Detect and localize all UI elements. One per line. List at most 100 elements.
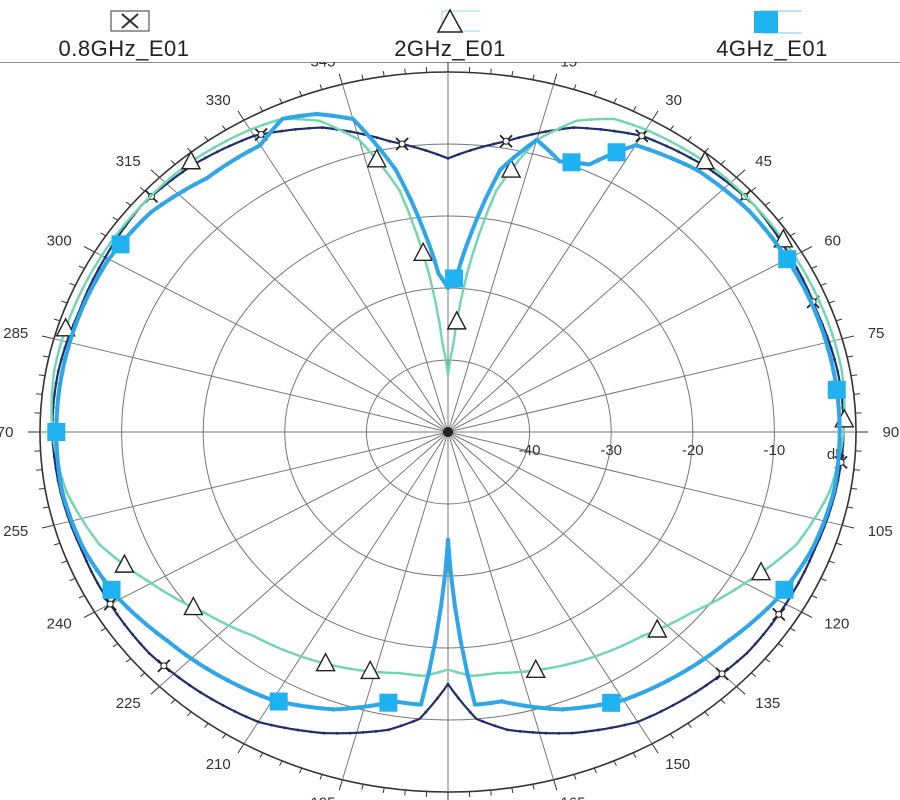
- outer-tick-72: [835, 318, 842, 322]
- series-point-2-94: [836, 453, 841, 459]
- outer-tick-162: [573, 774, 577, 780]
- series-point-1-274: [50, 406, 53, 409]
- series-point-0-12: [517, 136, 521, 140]
- series-point-1-50: [752, 203, 756, 207]
- series-point-0-56: [776, 234, 779, 238]
- outer-tick-99: [850, 487, 858, 490]
- series-point-2-222: [204, 666, 209, 671]
- series-point-0-112: [808, 559, 812, 563]
- series-point-1-74: [830, 333, 834, 337]
- grid-spoke-45: [447, 177, 737, 433]
- outer-tick-12: [532, 74, 535, 80]
- outer-tick-261: [38, 487, 46, 490]
- grid-spoke-30: [447, 119, 653, 433]
- series-point-0-336: [293, 128, 297, 131]
- series-point-2-300: [106, 257, 111, 262]
- series-point-0-350: [388, 139, 392, 143]
- outer-tick-288: [54, 318, 61, 322]
- series-point-0-216: [221, 703, 225, 707]
- series-point-2-284: [65, 346, 71, 351]
- series-point-2-108: [815, 535, 820, 541]
- outer-tick-189: [382, 787, 385, 793]
- angle-label-270: 270: [0, 424, 13, 441]
- angle-label-240: 240: [47, 616, 72, 633]
- series-point-0-234: [131, 632, 134, 636]
- series-point-2-146: [643, 688, 649, 694]
- outer-tick-171: [511, 787, 514, 793]
- series-point-2-340: [314, 111, 320, 117]
- outer-tick-207: [259, 752, 264, 758]
- series-point-2-226: [184, 652, 189, 658]
- series-point-2-330: [258, 142, 263, 148]
- series-point-0-124: [769, 623, 773, 626]
- series-point-1-316: [168, 176, 172, 180]
- series-point-1-278: [51, 381, 55, 385]
- grid-spoke-165: [447, 431, 555, 780]
- series-point-1-166: [514, 670, 518, 674]
- series-point-0-36: [677, 150, 681, 154]
- series-point-1-344: [350, 134, 354, 138]
- series-point-1-102: [822, 501, 826, 504]
- series-point-2-166: [523, 703, 528, 709]
- series-marker-2-11: [111, 235, 130, 254]
- series-point-2-110: [810, 546, 815, 552]
- series-point-0-324: [215, 150, 219, 154]
- outer-tick-192: [361, 784, 364, 790]
- outer-tick-249: [61, 560, 68, 564]
- outer-tick-300: [83, 246, 95, 253]
- series-point-0-128: [753, 642, 757, 646]
- series-marker-1-10: [183, 596, 204, 616]
- outer-tick-66: [820, 282, 827, 287]
- series-point-0-158: [583, 730, 587, 734]
- series-point-2-216: [236, 683, 242, 689]
- series-point-1-36: [680, 146, 684, 150]
- series-point-2-138: [687, 666, 692, 671]
- series-marker-0-2: [715, 667, 729, 681]
- series-point-1-132: [680, 616, 684, 620]
- series-point-2-106: [819, 524, 825, 529]
- series-marker-1-5: [750, 561, 772, 581]
- series-point-2-288: [73, 323, 78, 328]
- series-point-0-182: [436, 696, 439, 700]
- series-point-2-292: [82, 300, 88, 305]
- series-point-2-38: [682, 162, 688, 167]
- series-point-2-250: [81, 546, 86, 552]
- series-marker-2-9: [102, 580, 121, 599]
- series-point-0-132: [735, 660, 739, 664]
- outer-tick-126: [777, 643, 784, 648]
- series-point-1-338: [303, 118, 307, 121]
- series-point-0-94: [840, 454, 844, 458]
- series-point-2-202: [319, 706, 324, 711]
- series-point-0-344: [348, 130, 352, 134]
- series-point-1-186: [417, 674, 421, 677]
- series-point-0-334: [280, 129, 284, 133]
- series-point-2-254: [71, 524, 77, 529]
- series-point-0-236: [123, 623, 127, 626]
- series-point-0-318: [181, 170, 185, 174]
- outer-tick-246: [69, 577, 76, 582]
- series-point-0-22: [585, 126, 589, 130]
- series-point-1-66: [811, 287, 815, 290]
- outer-tick-243: [78, 594, 85, 599]
- legend-swatch-4ghz-icon: [754, 10, 802, 34]
- series-marker-1-14: [366, 148, 387, 168]
- series-point-1-10: [494, 189, 498, 193]
- series-point-2-52: [754, 217, 759, 222]
- polar-plot: 0153045607590105120135150165180195210225…: [0, 62, 899, 800]
- series-point-0-32: [652, 139, 656, 143]
- series-point-1-252: [90, 532, 94, 536]
- outer-tick-228: [139, 672, 146, 677]
- outer-tick-120: [801, 611, 813, 618]
- angle-label-15: 15: [560, 62, 577, 71]
- series-point-0-6: [480, 145, 484, 149]
- series-point-2-68: [808, 300, 814, 305]
- series-point-2-320: [204, 176, 209, 181]
- series-point-0-248: [84, 559, 88, 563]
- series-point-0-138: [704, 683, 708, 687]
- series-point-1-258: [70, 501, 74, 504]
- outer-tick-285: [41, 335, 55, 340]
- series-point-0-16: [544, 130, 548, 134]
- outer-tick-33: [669, 125, 674, 131]
- series-point-2-184: [426, 669, 432, 675]
- series-point-0-204: [296, 728, 300, 732]
